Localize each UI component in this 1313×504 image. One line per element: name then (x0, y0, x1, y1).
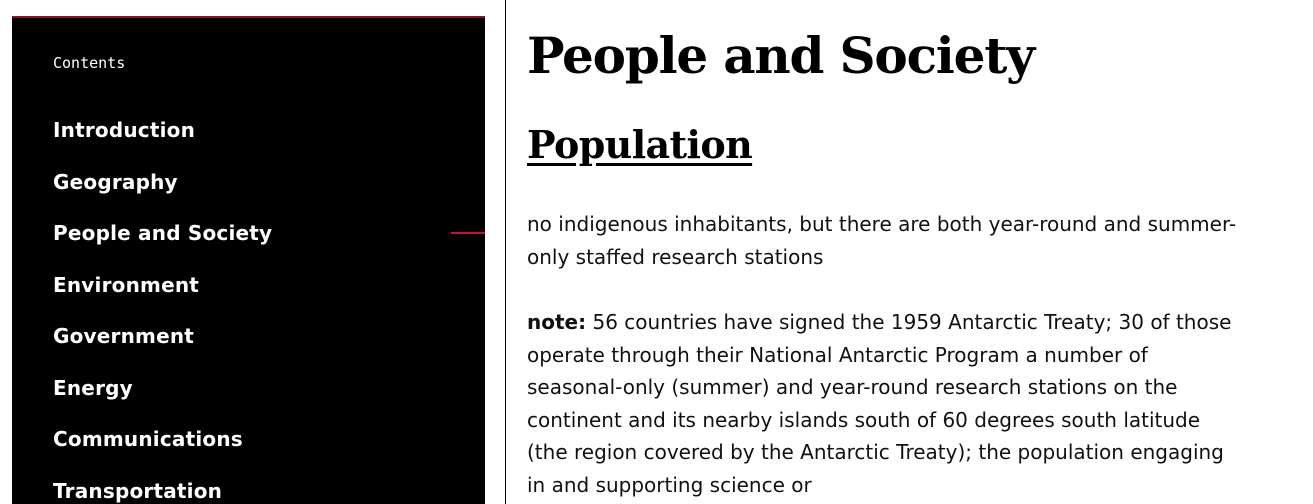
population-text: no indigenous inhabitants, but there are… (527, 212, 1237, 269)
section-title-population[interactable]: Population (527, 122, 753, 167)
toc-item-introduction[interactable]: Introduction (53, 118, 196, 142)
table-of-contents: Contents Introduction Geography People a… (12, 16, 485, 504)
toc-item-environment[interactable]: Environment (53, 272, 200, 297)
toc-list: Introduction Geography People and Societ… (53, 114, 272, 504)
toc-item-geography[interactable]: Geography (53, 169, 178, 194)
toc-title: Contents (53, 54, 126, 72)
page-title: People and Society (527, 26, 1035, 85)
toc-item-energy[interactable]: Energy (53, 375, 133, 400)
column-divider (505, 0, 506, 504)
toc-item-government[interactable]: Government (53, 324, 195, 348)
note-label: note: (527, 310, 587, 334)
active-item-marker (451, 232, 485, 234)
toc-item-communications[interactable]: Communications (53, 427, 243, 451)
note-text: 56 countries have signed the 1959 Antarc… (527, 310, 1232, 497)
toc-item-transportation[interactable]: Transportation (53, 478, 223, 503)
toc-item-people-and-society[interactable]: People and Society (53, 221, 273, 245)
population-note: note: 56 countries have signed the 1959 … (527, 306, 1247, 501)
